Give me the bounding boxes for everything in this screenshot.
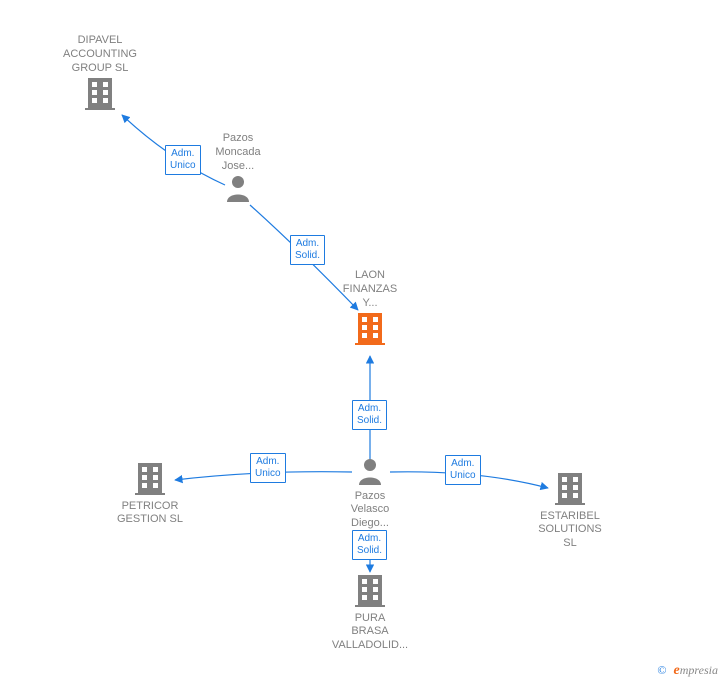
node-dipavel[interactable]: DIPAVEL ACCOUNTING GROUP SL: [45, 34, 155, 114]
person-icon: [357, 457, 383, 490]
diagram-canvas: DIPAVEL ACCOUNTING GROUP SL Pazos Moncad…: [0, 0, 728, 685]
person-icon: [225, 174, 251, 207]
node-label: Pazos Velasco Diego...: [325, 490, 415, 531]
node-label: PURA BRASA VALLADOLID...: [315, 612, 425, 653]
node-label: ESTARIBEL SOLUTIONS SL: [520, 510, 620, 551]
building-icon: [85, 76, 115, 115]
node-petricor[interactable]: PETRICOR GESTION SL: [100, 461, 200, 528]
node-pazos_m[interactable]: Pazos Moncada Jose...: [193, 132, 283, 206]
node-laon[interactable]: LAON FINANZAS Y...: [325, 269, 415, 349]
node-pazos_v[interactable]: Pazos Velasco Diego...: [325, 457, 415, 531]
building-icon: [355, 311, 385, 350]
building-icon: [355, 573, 385, 612]
edge-label: Adm. Unico: [445, 455, 481, 485]
node-estaribel[interactable]: ESTARIBEL SOLUTIONS SL: [520, 471, 620, 551]
edge-label: Adm. Solid.: [352, 400, 387, 430]
node-pura[interactable]: PURA BRASA VALLADOLID...: [315, 573, 425, 653]
building-icon: [555, 471, 585, 510]
node-label: DIPAVEL ACCOUNTING GROUP SL: [45, 34, 155, 75]
edge-label: Adm. Unico: [250, 453, 286, 483]
edge-label: Adm. Solid.: [290, 235, 325, 265]
building-icon: [135, 461, 165, 500]
brand-rest: mpresia: [680, 663, 718, 677]
node-label: Pazos Moncada Jose...: [193, 132, 283, 173]
watermark: © empresia: [657, 663, 718, 679]
edge-label: Adm. Unico: [165, 145, 201, 175]
node-label: PETRICOR GESTION SL: [100, 500, 200, 528]
node-label: LAON FINANZAS Y...: [325, 269, 415, 310]
copyright-symbol: ©: [657, 663, 666, 677]
edge-label: Adm. Solid.: [352, 530, 387, 560]
